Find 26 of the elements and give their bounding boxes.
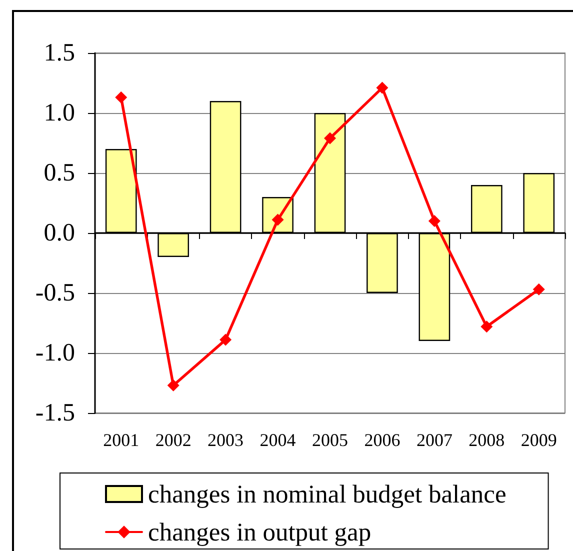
- x-tick-label: 2005: [312, 430, 348, 450]
- x-tick-label: 2004: [260, 430, 296, 450]
- point: [428, 215, 440, 227]
- y-tick-label: -0.5: [35, 280, 75, 306]
- y-tick-label: -1.5: [35, 400, 75, 426]
- legend-label: changes in nominal budget balance: [148, 480, 506, 508]
- point: [220, 334, 232, 346]
- point: [324, 132, 336, 144]
- point: [532, 283, 545, 296]
- y-tick-label: 1.5: [44, 40, 75, 66]
- legend-label: changes in output gap: [148, 518, 372, 546]
- y-tick-label: 1.0: [44, 100, 75, 126]
- x-tick-label: 2007: [416, 430, 452, 450]
- point: [167, 379, 180, 392]
- x-tick-label: 2003: [208, 430, 244, 450]
- point: [480, 320, 493, 333]
- point: [376, 82, 388, 94]
- x-tick-label: 2009: [520, 430, 557, 450]
- x-tick-label: 2001: [103, 430, 140, 450]
- point: [115, 91, 128, 104]
- y-tick-label: -1.0: [35, 340, 75, 366]
- x-tick-label: 2006: [364, 430, 400, 450]
- x-tick-label: 2008: [468, 430, 505, 450]
- y-tick-label: 0.5: [44, 160, 75, 186]
- y-tick-label: 0.0: [44, 220, 75, 246]
- x-tick-label: 2002: [155, 430, 192, 450]
